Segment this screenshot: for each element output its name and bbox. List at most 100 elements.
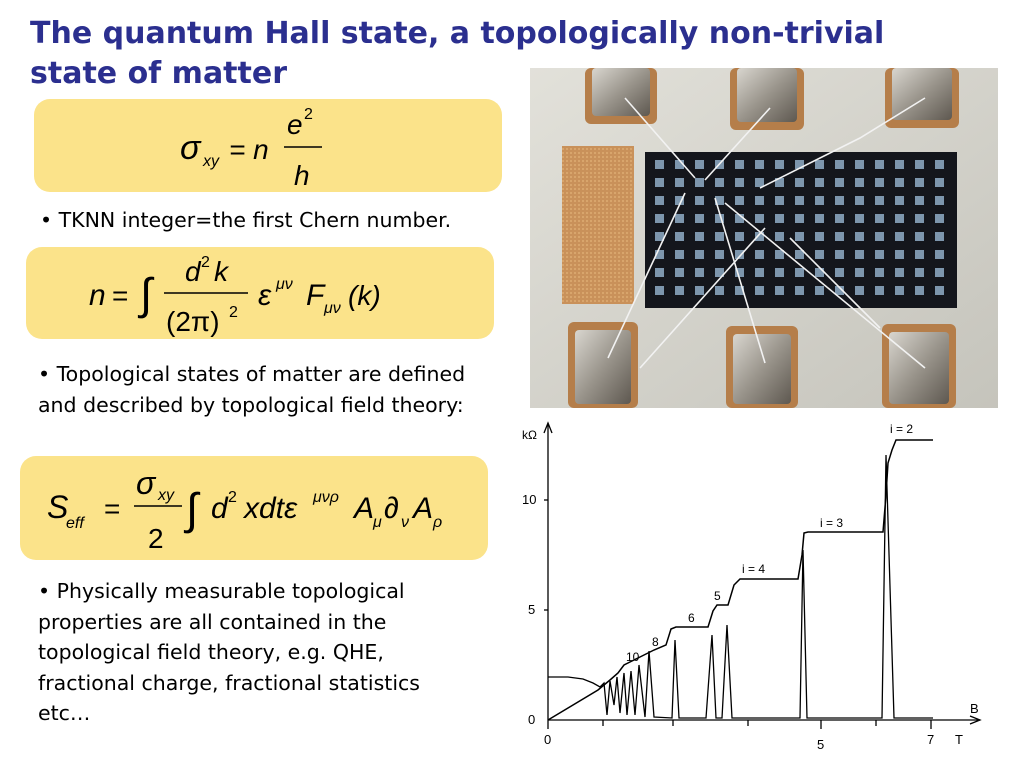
slide-title: The quantum Hall state, a topologically … bbox=[30, 16, 885, 91]
chip-pattern-square bbox=[795, 232, 804, 241]
equals-n: = n bbox=[229, 134, 269, 165]
plateau-label-5: 5 bbox=[714, 589, 721, 603]
effective-action-equation: S eff = σ xy 2 ∫ d 2 xdtε μνρ A μ ∂ ν A … bbox=[47, 465, 442, 554]
chip-pattern-square bbox=[815, 196, 824, 205]
gold-contact-pad bbox=[562, 146, 634, 304]
chip-pattern-square bbox=[795, 286, 804, 295]
chip-pattern-square bbox=[795, 160, 804, 169]
chip-pattern-square bbox=[835, 178, 844, 187]
chip-pattern-square bbox=[915, 250, 924, 259]
quantum-hall-plot: kΩ 0 5 10 0 5 7 B T i = 2 i = 3 i = 4 5 … bbox=[522, 421, 982, 752]
chip-pattern-square bbox=[935, 196, 944, 205]
chip-pattern-square bbox=[735, 214, 744, 223]
chip-pattern-square bbox=[755, 160, 764, 169]
chip-pattern-square bbox=[655, 268, 664, 277]
hall-conductance-equation: σ xy = n e 2 h bbox=[180, 106, 322, 191]
integral-sign: ∫ bbox=[137, 270, 155, 319]
chip-pattern-square bbox=[795, 250, 804, 259]
chip-pattern-square bbox=[695, 178, 704, 187]
xdt-epsilon: xdtε bbox=[242, 492, 298, 525]
numerator-sigma: σ bbox=[136, 465, 157, 501]
chip-pattern-square bbox=[915, 178, 924, 187]
chip-pattern-square bbox=[855, 196, 864, 205]
y-axis-unit: kΩ bbox=[522, 428, 537, 442]
chip-pattern-square bbox=[855, 160, 864, 169]
bottom-contact-pads bbox=[568, 322, 956, 408]
denominator-2: 2 bbox=[148, 523, 164, 554]
chip-pattern-square bbox=[875, 286, 884, 295]
chip-pattern-square bbox=[915, 286, 924, 295]
bullet-measurable-properties: • Physically measurable topological prop… bbox=[38, 579, 420, 725]
plateau-label-10: 10 bbox=[626, 650, 640, 664]
chip-pattern-square bbox=[655, 196, 664, 205]
bond-wires bbox=[607, 97, 926, 369]
chip-pattern-square bbox=[675, 196, 684, 205]
epsilon-superscript: μν bbox=[275, 276, 293, 293]
numerator-superscript: 2 bbox=[201, 254, 210, 271]
chip-pattern-square bbox=[715, 214, 724, 223]
x-label-B: B bbox=[970, 701, 979, 716]
chip-pattern-square bbox=[915, 160, 924, 169]
chip-pattern-square bbox=[655, 178, 664, 187]
chip-pattern-square bbox=[675, 232, 684, 241]
bullet-topological-states: • Topological states of matter are defin… bbox=[38, 362, 466, 417]
gauge-field-A-rho: A bbox=[411, 492, 433, 525]
chip-pattern-square bbox=[835, 250, 844, 259]
chip-pattern-square bbox=[735, 160, 744, 169]
chip-pattern-square bbox=[915, 268, 924, 277]
chip-pattern-square bbox=[875, 268, 884, 277]
chip-pattern-square bbox=[815, 268, 824, 277]
chip-pattern-square bbox=[775, 160, 784, 169]
formula-box-effective-action: S eff = σ xy 2 ∫ d 2 xdtε μνρ A μ ∂ ν A … bbox=[20, 456, 488, 560]
field-strength-subscript: μν bbox=[323, 300, 341, 317]
chip-pattern-square bbox=[875, 160, 884, 169]
y-tick-5: 5 bbox=[528, 602, 535, 617]
chip-pattern-square bbox=[715, 250, 724, 259]
x-label-T: T bbox=[955, 732, 963, 747]
chip-pattern-square bbox=[755, 196, 764, 205]
chip-pattern-square bbox=[875, 196, 884, 205]
chip-pattern-square bbox=[855, 250, 864, 259]
chip-pattern-square bbox=[895, 160, 904, 169]
field-strength-F: F bbox=[306, 279, 326, 312]
chip-pattern-square bbox=[655, 250, 664, 259]
chip-pattern-square bbox=[895, 196, 904, 205]
chip-pattern-square bbox=[815, 178, 824, 187]
chip-pattern-square bbox=[755, 286, 764, 295]
chip-pattern-square bbox=[795, 214, 804, 223]
chip-pattern-square bbox=[795, 178, 804, 187]
bullet-tknn: • TKNN integer=the first Chern number. bbox=[40, 208, 452, 232]
chip-pattern-square bbox=[815, 214, 824, 223]
chip-pattern-square bbox=[935, 286, 944, 295]
y-axis-arrow bbox=[543, 421, 553, 434]
chip-pattern-square bbox=[715, 286, 724, 295]
formula-box-chern-number: n = ∫ d 2 k (2π) 2 ε μν F μν (k) bbox=[26, 247, 494, 339]
x-tick-7: 7 bbox=[927, 732, 934, 747]
chip-pattern-square bbox=[775, 178, 784, 187]
chip-pattern-square bbox=[835, 268, 844, 277]
chip-pattern-square bbox=[895, 178, 904, 187]
chip-pattern-square bbox=[935, 160, 944, 169]
equals-sign: = bbox=[112, 280, 128, 311]
chip-pattern-square bbox=[735, 268, 744, 277]
y-tick-10: 10 bbox=[522, 492, 536, 507]
chip-pattern-square bbox=[735, 178, 744, 187]
plateau-label-6: 6 bbox=[688, 611, 695, 625]
chip-pattern-square bbox=[935, 268, 944, 277]
chern-number-equation: n = ∫ d 2 k (2π) 2 ε μν F μν (k) bbox=[89, 254, 381, 337]
chip-pattern-square bbox=[875, 214, 884, 223]
chip-pattern-square bbox=[935, 178, 944, 187]
action-S: S bbox=[47, 489, 68, 525]
chip-pattern-square bbox=[735, 196, 744, 205]
chip-pattern-square bbox=[675, 268, 684, 277]
epsilon-superscript: μνρ bbox=[312, 489, 339, 506]
gauge-field-subscript-rho: ρ bbox=[432, 514, 442, 531]
chip-pattern-square bbox=[935, 214, 944, 223]
x-tick-0: 0 bbox=[544, 732, 551, 747]
epsilon-symbol: ε bbox=[258, 279, 272, 312]
differential-superscript: 2 bbox=[228, 489, 237, 506]
chip-pattern-square bbox=[755, 232, 764, 241]
chip-pattern-square bbox=[695, 286, 704, 295]
integral-sign: ∫ bbox=[183, 485, 201, 534]
chip-pattern-square bbox=[795, 196, 804, 205]
